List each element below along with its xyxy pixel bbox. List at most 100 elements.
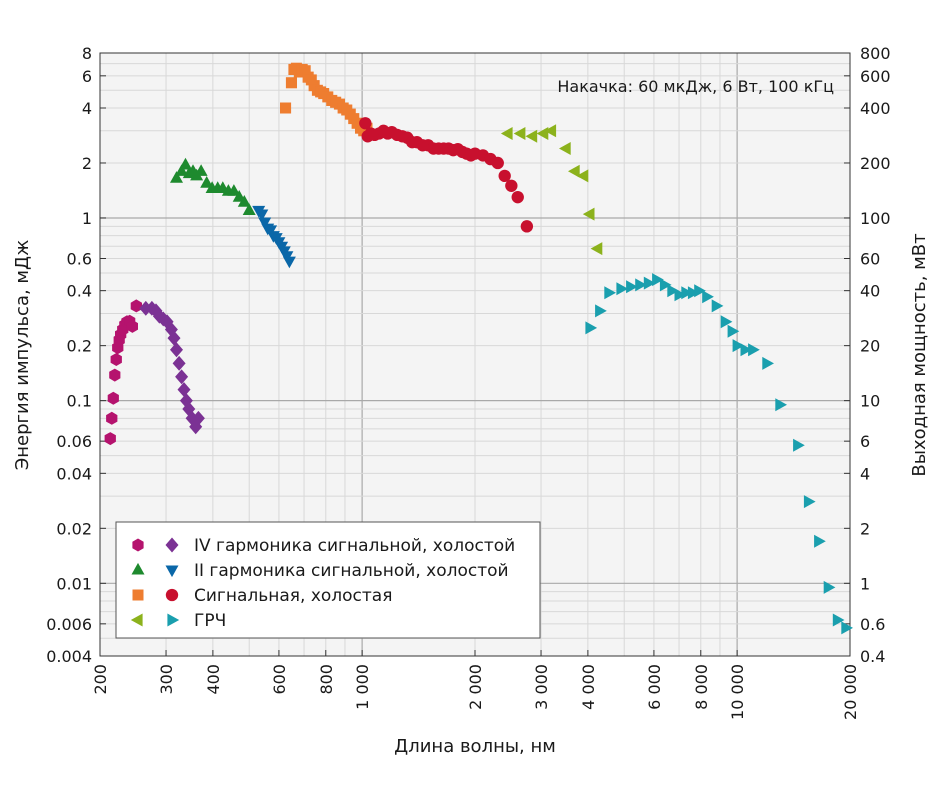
data-point [167, 330, 181, 346]
y-right-tick-label: 600 [860, 67, 891, 86]
data-point [616, 282, 629, 296]
x-tick-label: 1 000 [353, 664, 372, 710]
x-tick-label: 800 [317, 664, 336, 695]
y-tick-label: 2 [82, 154, 92, 173]
y-tick-label: 0.06 [56, 432, 92, 451]
data-point [568, 164, 580, 178]
pump-annotation: Накачка: 60 мкДж, 6 Вт, 100 кГц [557, 77, 834, 96]
data-point [595, 304, 607, 318]
x-tick-label: 3 000 [532, 664, 551, 710]
data-point [242, 203, 256, 215]
data-point [505, 179, 518, 192]
x-tick-label: 300 [157, 664, 176, 695]
x-tick-label: 20 000 [841, 664, 860, 720]
data-point [536, 127, 549, 140]
y-right-tick-label: 4 [860, 464, 870, 483]
series-hexagon [104, 299, 142, 446]
data-point [227, 184, 241, 196]
data-point [559, 142, 571, 155]
data-point [172, 355, 186, 371]
data-point [727, 324, 740, 338]
data-point [498, 169, 511, 183]
data-point [500, 127, 513, 140]
data-point [164, 322, 178, 337]
data-point [681, 286, 693, 300]
data-point [740, 343, 753, 357]
legend-marker [167, 613, 180, 627]
y-tick-label: 0.02 [56, 519, 92, 538]
data-point [194, 164, 208, 176]
y-tick-label: 1 [82, 209, 92, 228]
data-point [793, 438, 805, 452]
data-point [491, 156, 504, 170]
y-right-tick-label: 800 [860, 44, 891, 63]
y-right-tick-label: 10 [860, 392, 880, 411]
x-tick-label: 8 000 [692, 664, 711, 710]
data-point [643, 276, 656, 290]
x-tick-label: 10 000 [728, 664, 747, 720]
data-point [626, 280, 638, 294]
series-triangle-down [252, 205, 296, 269]
y-tick-label: 6 [82, 67, 92, 86]
data-point [687, 286, 700, 300]
legend-marker [132, 589, 144, 601]
data-point [175, 369, 189, 385]
y-axis-title-right: Выходная мощность, мВт [909, 233, 930, 476]
y-tick-label: 0.4 [67, 282, 92, 301]
y-tick-label: 0.006 [46, 615, 92, 634]
data-point [282, 256, 296, 269]
y-right-tick-label: 6 [860, 432, 870, 451]
data-point [582, 207, 595, 221]
data-point [179, 157, 192, 170]
y-right-tick-label: 20 [860, 337, 880, 356]
y-tick-label: 4 [82, 99, 92, 118]
legend-label: Сигнальная, холостая [194, 586, 392, 606]
legend-label: ГРЧ [194, 611, 226, 631]
data-point [576, 169, 589, 183]
data-point [803, 495, 816, 509]
y-right-tick-label: 40 [860, 282, 880, 301]
data-point [191, 410, 205, 426]
data-point [177, 382, 191, 397]
data-point [814, 534, 826, 548]
data-point [520, 220, 534, 233]
series-triangle-left [500, 124, 603, 256]
y-right-tick-label: 200 [860, 154, 891, 173]
y-right-tick-label: 0.6 [860, 615, 885, 634]
data-point [525, 129, 538, 143]
legend-marker [165, 588, 179, 602]
data-point [823, 580, 836, 594]
data-point [170, 342, 183, 358]
data-point [285, 77, 297, 89]
data-point [175, 164, 189, 176]
y-tick-label: 8 [82, 44, 92, 63]
y-axis-title: Энергия импульса, мДж [12, 240, 33, 471]
data-point [635, 278, 647, 292]
data-point [170, 171, 183, 183]
data-point [280, 102, 292, 114]
x-axis-title: Длина волны, нм [394, 736, 556, 757]
y-right-tick-label: 1 [860, 574, 870, 593]
series-triangle-up [170, 157, 256, 215]
series-circle [359, 117, 534, 233]
data-point [200, 176, 214, 188]
x-tick-label: 200 [91, 664, 110, 695]
y-right-tick-label: 400 [860, 99, 891, 118]
data-point [179, 393, 193, 409]
y-right-tick-label: 100 [860, 209, 891, 228]
legend-label: IV гармоника сигнальной, холостой [194, 536, 515, 556]
data-point [748, 343, 760, 357]
y-tick-label: 0.2 [67, 337, 92, 356]
legend-marker [130, 613, 143, 627]
data-point [258, 217, 272, 230]
data-point [585, 321, 598, 335]
data-point [126, 319, 138, 333]
data-point [652, 273, 664, 287]
data-point [732, 339, 745, 353]
data-point [720, 315, 733, 329]
data-point [604, 286, 616, 300]
y-tick-label: 0.1 [67, 392, 92, 411]
legend-label: II гармоника сигнальной, холостой [194, 561, 509, 581]
y-tick-label: 0.6 [67, 249, 92, 268]
